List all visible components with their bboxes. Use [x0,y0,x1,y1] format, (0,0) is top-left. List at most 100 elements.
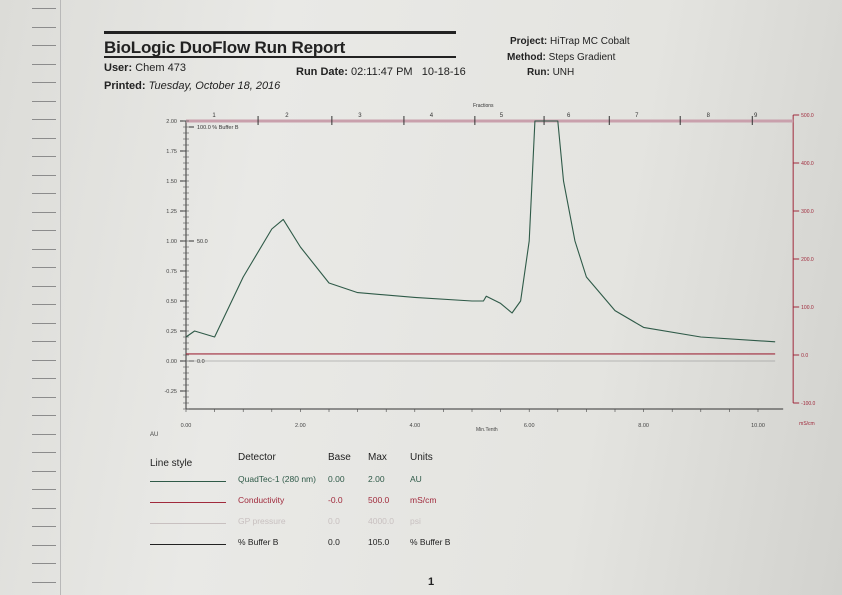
legend-units: AU [410,474,422,484]
method-value: Steps Gradient [548,52,616,63]
legend-detector: Conductivity [238,495,285,505]
legend-header: Units [410,452,433,463]
margin-rule [32,63,56,65]
margin-rule [32,415,56,416]
y-tick-label: 1.50 [166,179,177,185]
y2-tick-label: 100.0 [801,305,814,311]
margin-rule [32,581,56,583]
margin-rule [32,248,56,250]
legend-base: 0.00 [328,474,345,484]
report-title: BioLogic DuoFlow Run Report [104,38,346,57]
user-info: User: Chem 473 [104,62,186,74]
y2-tick-label: -100.0 [801,401,815,407]
fraction-label: 1 [212,113,216,119]
margin-rule [32,544,56,546]
margin-rule [32,230,56,231]
y-tick-label: 1.25 [166,209,177,215]
run-value: UNH [552,67,575,78]
project-value: HiTrap MC Cobalt [550,36,630,47]
margin-rule [32,137,56,139]
margin-rule [32,563,56,564]
y-tick-label: 0.00 [166,359,177,365]
margin-rule [32,82,56,83]
legend-line-style [150,544,226,545]
fraction-label: 7 [635,113,639,119]
margin-rule [32,396,56,398]
page-number: 1 [428,576,435,588]
margin-rule [32,174,56,176]
ruled-margin [0,0,70,595]
legend-header: Base [328,452,351,463]
margin-rule [32,285,56,287]
margin-rule [32,507,56,509]
legend-units: psi [410,516,421,526]
legend-detector: % Buffer B [238,537,279,547]
y-tick-label: -0.25 [164,389,177,395]
legend-base: -0.0 [328,495,343,505]
y-tick-label: 0.50 [166,299,177,305]
margin-rule [32,526,56,527]
y2-tick-label: 400.0 [801,161,814,167]
legend-base: 0.0 [328,516,340,526]
y-tick-label: 1.00 [166,239,177,245]
buffer-b-label: 100.0 % Buffer B [197,125,239,131]
margin-rule [32,45,56,46]
y-tick-label: 0.75 [166,269,177,275]
fraction-label: 2 [285,113,289,119]
y2-tick-label: 300.0 [801,209,814,215]
y-tick-label: 0.25 [166,329,177,335]
project-label: Project: [510,36,548,47]
series-quadtec-1-280-nm- [185,120,776,343]
run-date-label: Run Date: [296,66,348,78]
legend-units: % Buffer B [410,537,451,547]
margin-rule [32,8,56,9]
margin-rule [32,341,56,342]
y-tick-label: 2.00 [166,119,177,125]
y2-tick-label: 500.0 [801,113,814,119]
fraction-label: 9 [754,113,758,119]
method-label: Method: [507,52,546,63]
margin-rule [32,489,56,490]
legend-max: 4000.0 [368,516,394,526]
margin-rule [32,119,56,120]
margin-rule [32,193,56,194]
margin-rule [32,452,56,453]
margin-rule [32,470,56,472]
legend-detector: GP pressure [238,516,286,526]
printed-value: Tuesday, October 18, 2016 [148,80,281,92]
margin-rule [32,322,56,324]
margin-rule [32,359,56,361]
margin-rule [32,267,56,268]
legend-max: 2.00 [368,474,385,484]
x-tick-label: 4.00 [409,423,420,429]
legend-line-style [150,523,226,524]
buffer-b-label: 50.0 [197,239,208,245]
margin-rule [32,100,56,102]
detector-legend: Line style Detector Base Max Units QuadTec-1 … [150,452,470,552]
buffer-b-label: 0.0 [197,359,205,365]
fraction-label: 3 [358,113,362,119]
run-label: Run: [527,67,550,78]
legend-base: 0.0 [328,537,340,547]
y-tick-label: 1.75 [166,149,177,155]
user-value: Chem 473 [135,62,186,74]
legend-units: mS/cm [410,495,437,505]
fraction-label: 5 [500,113,504,119]
legend-line-style [150,502,226,503]
run-date-info: Run Date: 02:11:47 PM 10-18-16 [296,66,466,78]
run-info: Run: UNH [527,67,574,78]
printed-label: Printed: [104,80,146,92]
x-tick-label: 10.00 [751,423,765,429]
y2-axis-label: mS/cm [799,421,815,427]
y2-tick-label: 0.0 [801,353,808,359]
margin-rule [32,433,56,435]
project-info: Project: HiTrap MC Cobalt [510,36,630,47]
x-tick-label: 8.00 [638,423,649,429]
x-tick-label: 0.00 [181,423,192,429]
margin-rule [32,26,56,28]
x-tick-label: 2.00 [295,423,306,429]
fraction-label: 6 [567,113,571,119]
title-rule [104,31,456,34]
user-label: User: [104,62,133,74]
